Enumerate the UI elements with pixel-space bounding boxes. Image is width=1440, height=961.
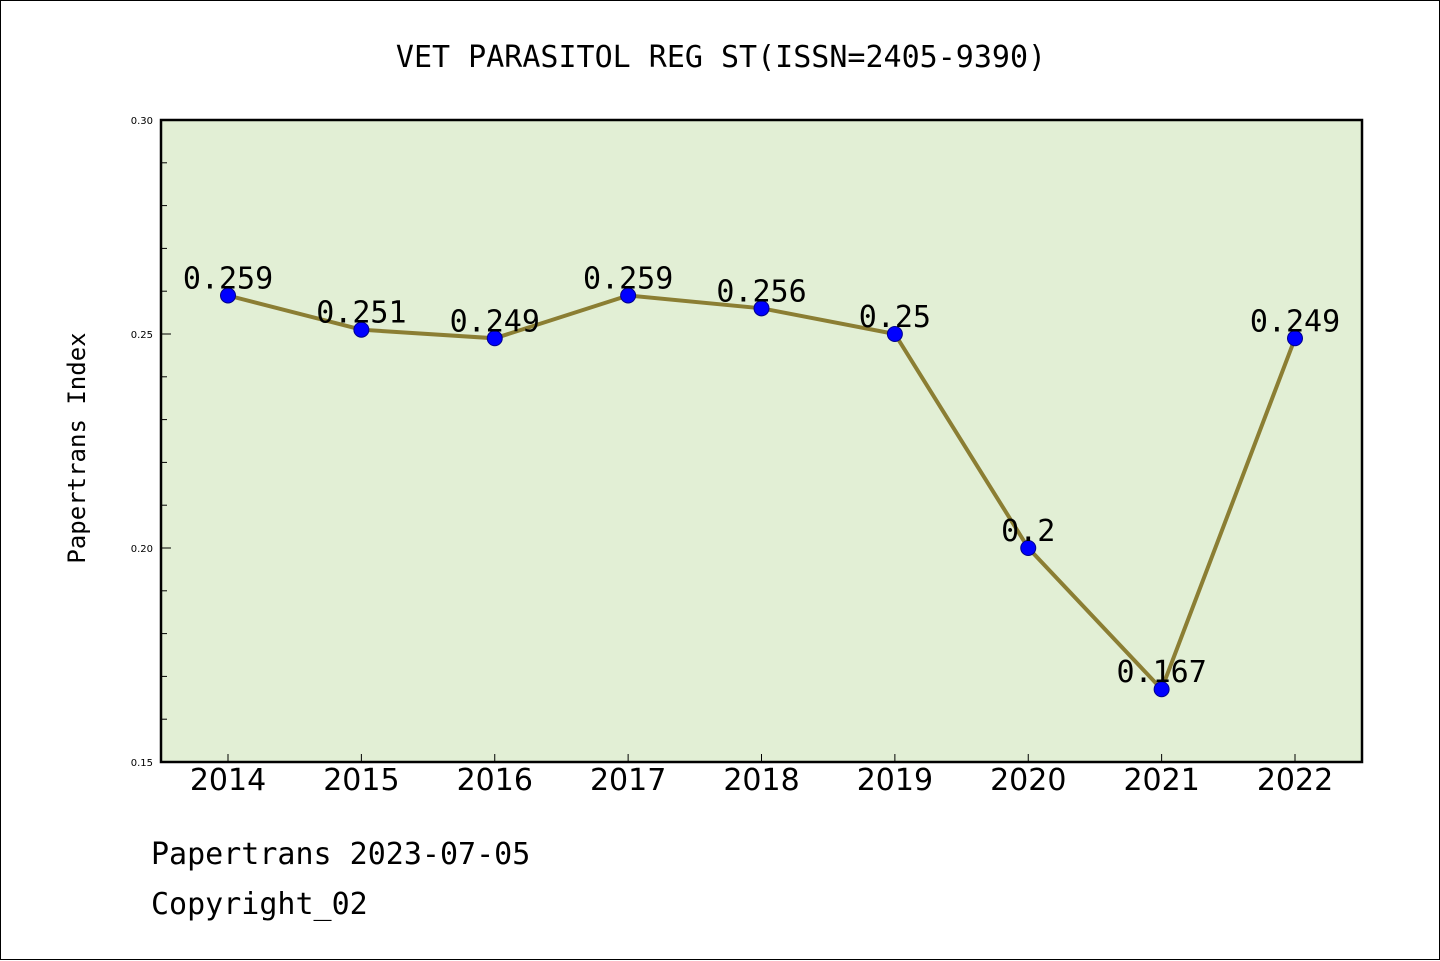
data-labels: 0.259 0.251 0.249 0.259 0.256 0.25 0.2 0.167 0.2… [183, 261, 1340, 690]
data-markers [220, 287, 1303, 698]
x-tick-label: 2021 [1123, 763, 1199, 798]
x-axis: 2014 2015 2016 2017 2018 2019 2020 2021 2022 [190, 754, 1333, 798]
x-tick-label: 2019 [857, 763, 933, 798]
data-point [353, 321, 370, 338]
data-point [620, 287, 637, 304]
data-point [1020, 540, 1037, 556]
data-point [1287, 330, 1303, 347]
data-point [220, 287, 236, 304]
chart-title: VET PARASITOL REG ST(ISSN=2405-9390) [396, 40, 1046, 75]
x-tick-label: 2020 [990, 763, 1066, 798]
y-tick-label: 0.25 [131, 330, 153, 341]
data-label: 0.2 [1001, 514, 1055, 549]
x-tick-label: 2016 [457, 763, 533, 798]
data-label: 0.259 [183, 261, 273, 296]
data-point [1153, 681, 1170, 698]
footer-copyright: Copyright_02 [151, 887, 368, 922]
data-label: 0.25 [859, 300, 931, 335]
data-label: 0.251 [316, 296, 406, 331]
y-axis: 0.15 0.20 0.25 0.30 [131, 116, 171, 769]
y-tick-label: 0.20 [131, 544, 153, 555]
plot-area [159, 118, 1364, 764]
y-axis-label: Papertrans Index [63, 332, 91, 563]
y-tick-label: 0.15 [131, 758, 153, 769]
data-point [486, 330, 503, 347]
data-label: 0.167 [1116, 655, 1206, 690]
x-tick-label: 2017 [590, 763, 666, 798]
y-tick-label: 0.30 [131, 116, 153, 127]
data-label: 0.256 [716, 274, 806, 309]
data-label: 0.249 [1250, 304, 1340, 339]
x-tick-label: 2022 [1257, 763, 1333, 798]
x-tick-label: 2014 [190, 763, 266, 798]
data-point [886, 326, 903, 342]
footer-date: Papertrans 2023-07-05 [151, 837, 531, 872]
x-tick-label: 2015 [323, 763, 399, 798]
data-label: 0.259 [583, 261, 673, 296]
x-tick-label: 2018 [723, 763, 799, 798]
data-label: 0.249 [450, 304, 540, 339]
data-point [753, 300, 770, 317]
